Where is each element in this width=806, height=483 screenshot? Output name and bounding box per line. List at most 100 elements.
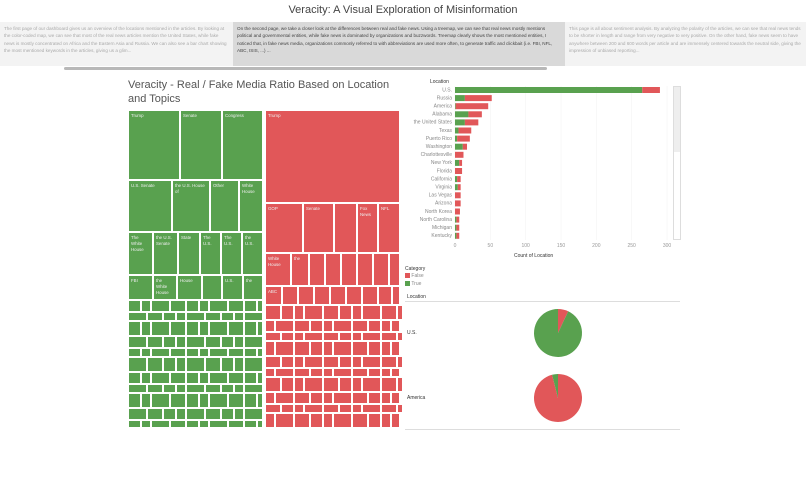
treemap-cell[interactable] bbox=[381, 356, 397, 368]
treemap-cell[interactable] bbox=[310, 368, 323, 377]
pie-slice-false[interactable] bbox=[558, 309, 569, 333]
treemap-cell[interactable] bbox=[362, 356, 381, 368]
bar-false[interactable] bbox=[457, 135, 470, 142]
treemap-cell[interactable] bbox=[199, 300, 209, 312]
bar-true[interactable] bbox=[455, 143, 463, 150]
treemap-cell[interactable] bbox=[339, 332, 352, 341]
bar-true[interactable] bbox=[455, 119, 465, 126]
bar-false[interactable] bbox=[456, 224, 460, 231]
treemap-cell[interactable] bbox=[333, 413, 352, 428]
treemap-cell[interactable] bbox=[352, 356, 362, 368]
treemap-cell[interactable] bbox=[281, 377, 294, 392]
treemap-cell[interactable] bbox=[339, 404, 352, 413]
treemap-cell[interactable] bbox=[378, 286, 392, 305]
treemap-cell[interactable] bbox=[275, 341, 294, 356]
treemap-cell[interactable]: the U.S. bbox=[242, 232, 263, 275]
treemap-cell[interactable] bbox=[163, 384, 176, 393]
treemap-cell[interactable] bbox=[389, 253, 400, 286]
treemap-cell[interactable] bbox=[381, 413, 391, 428]
treemap-cell[interactable]: Other bbox=[210, 180, 239, 232]
bar-false[interactable] bbox=[455, 192, 461, 199]
treemap-cell[interactable] bbox=[265, 413, 275, 428]
treemap-cell[interactable] bbox=[244, 348, 257, 357]
treemap-cell[interactable] bbox=[352, 368, 368, 377]
bar-false[interactable] bbox=[455, 151, 464, 158]
bar-false[interactable] bbox=[457, 184, 461, 191]
treemap-cell[interactable] bbox=[275, 320, 294, 332]
treemap-cell[interactable] bbox=[141, 300, 151, 312]
treemap-cell[interactable] bbox=[199, 321, 209, 336]
treemap-cell[interactable] bbox=[309, 253, 325, 286]
treemap-cell[interactable] bbox=[265, 368, 275, 377]
treemap-cell[interactable] bbox=[257, 300, 263, 312]
treemap-cell[interactable] bbox=[333, 368, 352, 377]
story-point-1[interactable]: The first page of our dashboard gives us… bbox=[0, 22, 233, 66]
treemap-cell[interactable] bbox=[281, 332, 294, 341]
treemap-cell[interactable] bbox=[209, 420, 228, 428]
treemap-cell[interactable]: Senate bbox=[180, 110, 222, 180]
treemap-cell[interactable]: Congress bbox=[222, 110, 263, 180]
bar-true[interactable] bbox=[455, 176, 458, 183]
treemap-cell[interactable] bbox=[228, 300, 244, 312]
treemap-cell[interactable] bbox=[244, 300, 257, 312]
treemap-cell[interactable] bbox=[128, 357, 147, 372]
treemap-cell[interactable] bbox=[209, 300, 228, 312]
treemap-cell[interactable] bbox=[265, 356, 281, 368]
treemap-cell[interactable] bbox=[228, 420, 244, 428]
treemap-cell[interactable] bbox=[147, 357, 163, 372]
treemap-cell[interactable] bbox=[265, 404, 281, 413]
treemap-cell[interactable] bbox=[170, 372, 186, 384]
treemap-cell[interactable] bbox=[234, 357, 244, 372]
treemap-cell[interactable] bbox=[391, 341, 400, 356]
treemap-cell[interactable]: White House bbox=[265, 253, 291, 286]
treemap-cell[interactable] bbox=[128, 321, 141, 336]
treemap-cell[interactable] bbox=[391, 413, 400, 428]
treemap-cell[interactable] bbox=[221, 312, 234, 321]
treemap-cell[interactable] bbox=[228, 348, 244, 357]
treemap-cell[interactable] bbox=[151, 393, 170, 408]
bar-false[interactable] bbox=[464, 119, 479, 126]
bar-true[interactable] bbox=[455, 232, 457, 239]
treemap-cell[interactable] bbox=[221, 384, 234, 393]
treemap-cell[interactable] bbox=[244, 336, 263, 348]
treemap-cell[interactable] bbox=[244, 321, 257, 336]
treemap-cell[interactable] bbox=[170, 393, 186, 408]
pie-slice-true[interactable] bbox=[534, 309, 582, 357]
treemap-cell[interactable] bbox=[228, 321, 244, 336]
treemap-cell[interactable] bbox=[310, 341, 323, 356]
treemap-cell[interactable] bbox=[257, 393, 263, 408]
treemap-cell[interactable] bbox=[275, 392, 294, 404]
treemap-cell[interactable] bbox=[265, 341, 275, 356]
treemap-cell[interactable] bbox=[128, 393, 141, 408]
treemap-cell[interactable] bbox=[310, 320, 323, 332]
treemap-cell[interactable] bbox=[323, 368, 333, 377]
treemap-cell[interactable] bbox=[199, 393, 209, 408]
treemap-cell[interactable] bbox=[294, 377, 304, 392]
treemap-cell[interactable] bbox=[282, 286, 298, 305]
treemap-cell[interactable] bbox=[257, 348, 263, 357]
treemap-cell[interactable]: State bbox=[178, 232, 200, 275]
treemap-cell[interactable] bbox=[209, 372, 228, 384]
treemap-cell[interactable] bbox=[209, 393, 228, 408]
treemap-cell[interactable] bbox=[186, 420, 199, 428]
bar-true[interactable] bbox=[455, 135, 458, 142]
treemap-cell[interactable]: GOP bbox=[265, 203, 303, 253]
legend-item-true[interactable]: True bbox=[405, 281, 421, 287]
treemap-cell[interactable] bbox=[199, 372, 209, 384]
treemap-cell[interactable] bbox=[244, 393, 257, 408]
treemap-cell[interactable] bbox=[176, 312, 186, 321]
treemap-cell[interactable] bbox=[128, 312, 147, 321]
bar-false[interactable] bbox=[464, 95, 492, 102]
treemap-cell[interactable] bbox=[209, 348, 228, 357]
bar-true[interactable] bbox=[455, 159, 460, 166]
treemap-cell[interactable] bbox=[281, 356, 294, 368]
treemap-cell[interactable] bbox=[265, 305, 281, 320]
treemap-cell[interactable] bbox=[141, 348, 151, 357]
treemap-cell[interactable] bbox=[352, 413, 368, 428]
treemap-cell[interactable] bbox=[368, 341, 381, 356]
treemap-cell[interactable] bbox=[170, 321, 186, 336]
treemap-cell[interactable] bbox=[294, 392, 310, 404]
treemap-cell[interactable] bbox=[147, 384, 163, 393]
treemap-cell[interactable] bbox=[244, 372, 257, 384]
treemap-cell[interactable] bbox=[352, 305, 362, 320]
